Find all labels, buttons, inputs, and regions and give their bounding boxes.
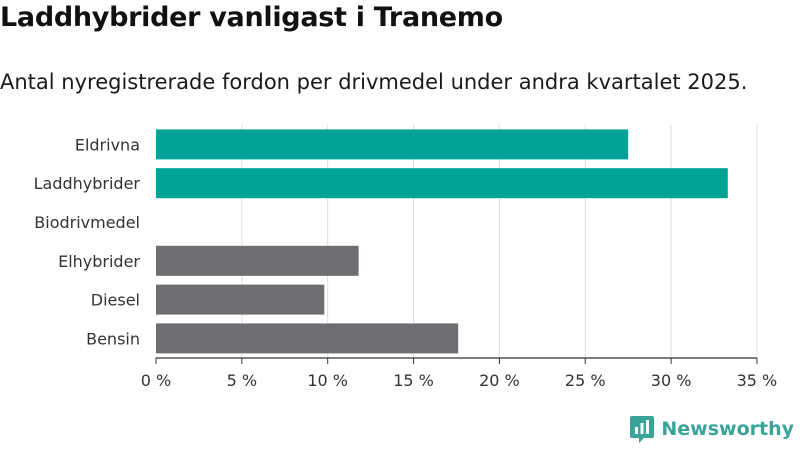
brand-logo: Newsworthy <box>629 414 794 444</box>
bar-bensin <box>156 323 459 354</box>
bar-chart-badge-icon <box>630 416 655 443</box>
category-label: Elhybrider <box>58 252 140 271</box>
gridlines <box>241 125 758 358</box>
x-tick-label: 15 % <box>393 371 434 390</box>
x-tick-label: 35 % <box>737 371 778 390</box>
category-label: Eldrivna <box>75 135 140 154</box>
bars <box>156 129 728 354</box>
chart-subtitle: Antal nyregistrerade fordon per drivmede… <box>0 70 748 94</box>
bar-eldrivna <box>156 129 629 160</box>
x-tick-label: 5 % <box>227 371 257 390</box>
x-tick-label: 20 % <box>479 371 520 390</box>
x-axis: 0 % 5 % 10 % 15 % 20 % 25 % 30 % 35 % <box>141 357 778 390</box>
brand-name: Newsworthy <box>661 418 794 440</box>
x-tick-label: 0 % <box>141 371 171 390</box>
category-label: Bensin <box>86 329 140 348</box>
x-tick-label: 10 % <box>307 371 348 390</box>
category-label: Biodrivmedel <box>34 213 140 232</box>
x-tick-label: 25 % <box>565 371 606 390</box>
category-label: Diesel <box>91 291 140 310</box>
bar-elhybrider <box>156 245 359 276</box>
bar-laddhybrider <box>156 168 728 199</box>
category-label: Laddhybrider <box>34 174 141 193</box>
chart-title: Laddhybrider vanligast i Tranemo <box>0 2 503 33</box>
category-labels: Eldrivna Laddhybrider Biodrivmedel Elhybrid… <box>34 135 141 348</box>
bar-diesel <box>156 284 325 315</box>
x-tick-label: 30 % <box>651 371 692 390</box>
